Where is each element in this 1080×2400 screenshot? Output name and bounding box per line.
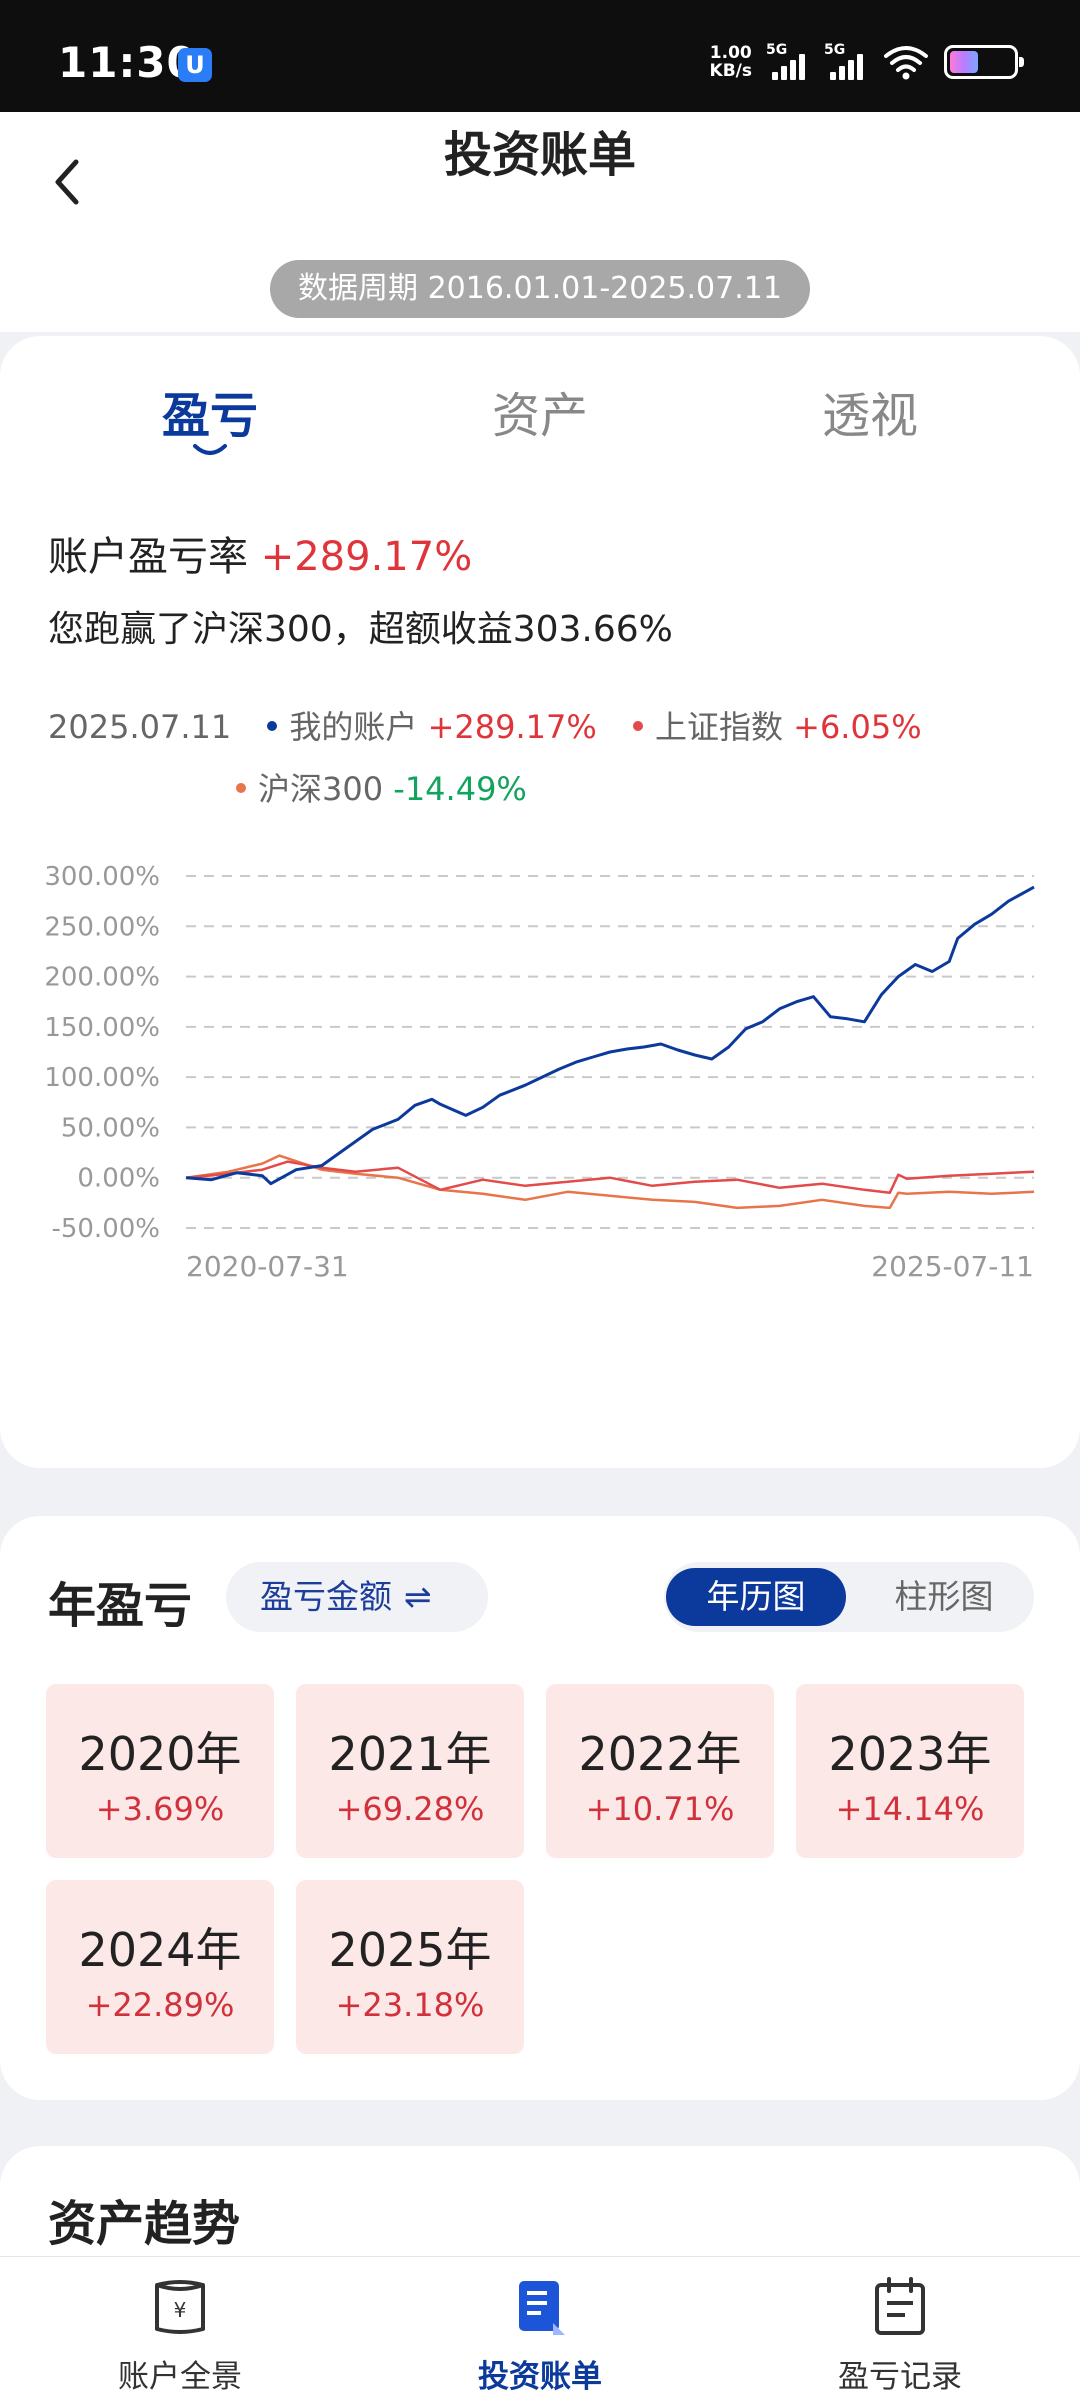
y-tick-label: 150.00% [44,1013,160,1043]
legend-name: 我的账户 [289,708,418,746]
page-title: 投资账单 [443,127,636,183]
y-tick-label: 50.00% [61,1113,160,1143]
yearly-profit-card: 年盈亏 盈亏金额 ⇌ 年历图 柱形图 2020年 +3.69% 2021年 +69… [0,1516,1080,2100]
status-indicators: 1.00 KB/s 5G 5G [709,42,1024,82]
series-line-csi300 [185,1154,1035,1210]
profit-amount-toggle[interactable]: 盈亏金额 ⇌ [226,1562,488,1632]
legend-date: 2025.07.11 [48,708,232,746]
nav-investment-bill[interactable]: 投资账单 [420,2271,660,2396]
calendar-icon [875,2277,925,2335]
wallet-icon: ¥ [155,2280,205,2334]
legend-dot-icon [632,721,643,731]
profit-card: 盈亏 资产 透视 账户盈亏率 +289.17% 您跑赢了沪深300，超额收益30… [0,336,1080,1468]
tab-assets[interactable]: 资产 [491,388,588,444]
section-title: 年盈亏 [48,1578,193,1634]
profit-rate-value: +289.17% [260,534,473,580]
bottom-nav: ¥ 账户全景 投资账单 盈亏记录 [0,2256,1080,2400]
legend-name: 沪深300 [258,770,384,808]
legend-name: 上证指数 [654,708,783,746]
status-time: 11:30 [58,38,197,87]
tab-indicator-icon [193,444,227,455]
bar-view-button[interactable]: 柱形图 [894,1577,994,1616]
tab-bar: 盈亏 资产 透视 [0,376,1080,476]
legend-dot-icon [236,783,246,793]
year-cell[interactable]: 2021年 +69.28% [296,1684,524,1858]
header: 投资账单 数据周期 2016.01.01-2025.07.11 [0,112,1080,332]
status-bar: 11:30 U 1.00 KB/s 5G 5G [0,0,1080,112]
y-tick-label: 300.00% [44,862,160,892]
signal-icon: 5G [766,42,810,82]
view-switch: 年历图 柱形图 [664,1562,1034,1632]
back-arrow-icon[interactable] [44,152,94,212]
svg-text:¥: ¥ [174,2298,187,2322]
profit-line-chart[interactable]: 300.00% 250.00% 200.00% 150.00% 100.00% 50.00… [0,836,1080,1296]
data-period-badge: 数据周期 2016.01.01-2025.07.11 [270,260,810,318]
year-cell[interactable]: 2025年 +23.18% [296,1880,524,2054]
y-tick-label: -50.00% [51,1214,160,1244]
app-notification-icon: U [178,48,212,82]
swap-icon: ⇌ [404,1577,432,1616]
wifi-icon [884,46,928,80]
tab-insight[interactable]: 透视 [821,388,918,444]
legend-dot-icon [267,721,278,731]
network-speed: 1.00 KB/s [709,43,752,81]
legend-value: +289.17% [427,708,597,746]
section-title: 资产趋势 [48,2196,241,2252]
legend-value: +6.05% [793,708,922,746]
y-tick-label: 0.00% [77,1164,160,1194]
account-profit-rate: 账户盈亏率 +289.17% [48,534,473,580]
nav-account-overview[interactable]: ¥ 账户全景 [60,2271,300,2396]
year-cell[interactable]: 2023年 +14.14% [796,1684,1024,1858]
nav-profit-records[interactable]: 盈亏记录 [780,2271,1020,2396]
year-cell[interactable]: 2024年 +22.89% [46,1880,274,2054]
x-tick-label: 2025-07-11 [871,1250,1034,1283]
signal-icon: 5G [824,42,868,82]
year-cell[interactable]: 2020年 +3.69% [46,1684,274,1858]
x-tick-label: 2020-07-31 [186,1250,349,1283]
y-tick-label: 250.00% [44,912,160,942]
calendar-view-button[interactable]: 年历图 [666,1568,846,1626]
series-line-my-account [185,885,1035,1186]
legend-value: -14.49% [393,770,527,808]
battery-icon [944,45,1024,79]
benchmark-comparison: 您跑赢了沪深300，超额收益303.66% [48,609,673,650]
tab-profit[interactable]: 盈亏 [110,376,310,455]
y-tick-label: 200.00% [44,963,160,993]
bill-icon [519,2281,565,2335]
year-cell[interactable]: 2022年 +10.71% [546,1684,774,1858]
y-tick-label: 100.00% [44,1063,160,1093]
